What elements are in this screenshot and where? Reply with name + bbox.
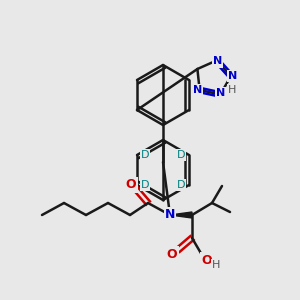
Text: D: D bbox=[177, 150, 185, 160]
Polygon shape bbox=[170, 212, 192, 218]
Text: N: N bbox=[228, 71, 238, 81]
Text: D: D bbox=[141, 150, 149, 160]
Text: O: O bbox=[202, 254, 212, 266]
Text: N: N bbox=[213, 56, 222, 66]
Text: N: N bbox=[216, 88, 225, 98]
Text: D: D bbox=[177, 180, 185, 190]
Text: H: H bbox=[228, 85, 236, 95]
Text: H: H bbox=[212, 260, 220, 270]
Text: D: D bbox=[141, 180, 149, 190]
Text: N: N bbox=[193, 85, 202, 95]
Text: O: O bbox=[126, 178, 136, 191]
Text: O: O bbox=[167, 248, 177, 260]
Text: N: N bbox=[165, 208, 175, 221]
